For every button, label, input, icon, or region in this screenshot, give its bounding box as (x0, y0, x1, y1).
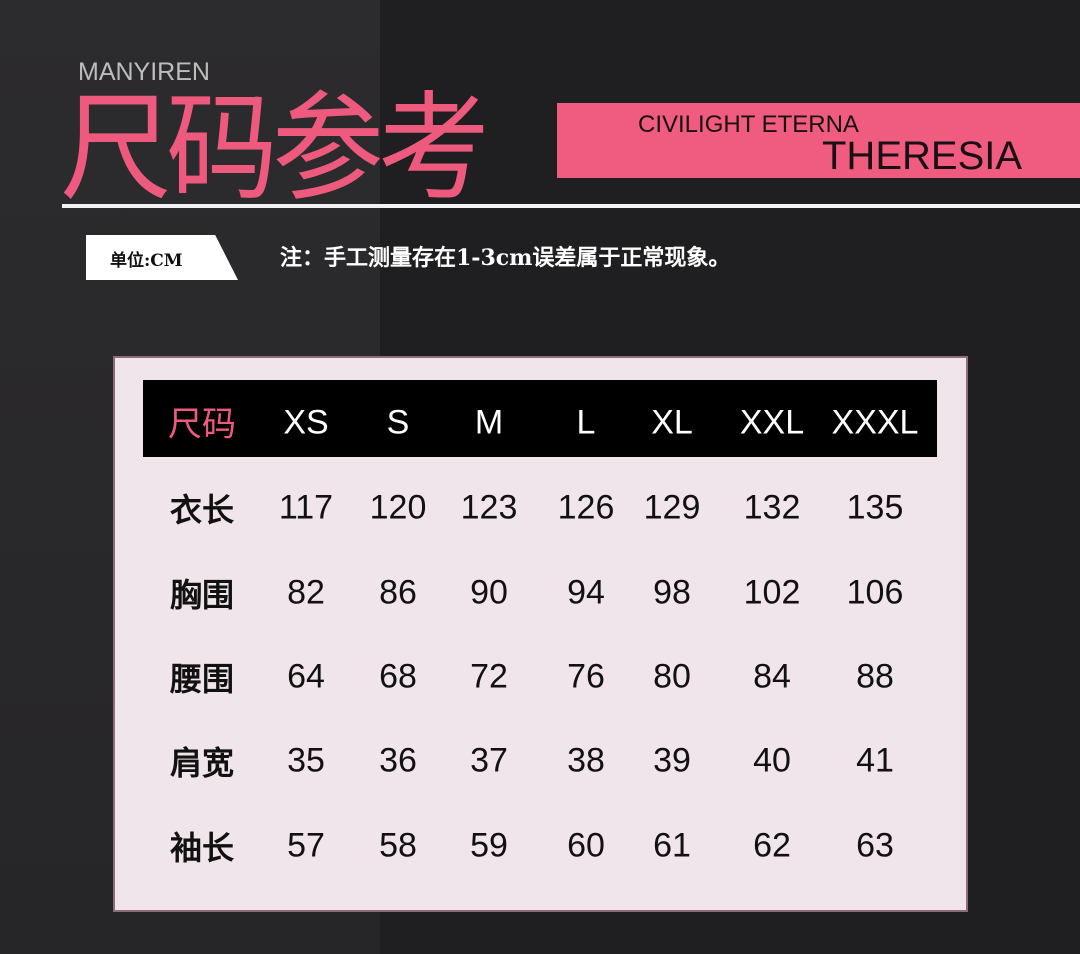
table-cell: 82 (287, 573, 325, 612)
measurement-row-label: 袖长 (169, 829, 235, 867)
table-cell: 102 (743, 573, 801, 612)
table-cell: 40 (753, 741, 791, 780)
table-cell: 72 (470, 657, 508, 696)
unit-label: 单位:CM (110, 251, 183, 271)
table-cell: 129 (643, 488, 701, 527)
size-table-header (143, 380, 937, 457)
table-cell: 38 (567, 741, 605, 780)
table-cell: 41 (856, 741, 894, 780)
size-header-label: 尺码 (168, 404, 236, 445)
measurement-row-label: 胸围 (169, 576, 235, 614)
measurement-row-label: 衣长 (169, 491, 235, 529)
table-cell: 94 (567, 573, 605, 612)
divider (62, 204, 1080, 208)
size-column-header: XXL (739, 403, 805, 442)
measurement-note: 注：手工测量存在1-3cm误差属于正常现象。 (280, 245, 731, 271)
table-cell: 132 (743, 488, 801, 527)
page-title: 尺码参考 (60, 80, 490, 218)
table-cell: 62 (753, 826, 791, 865)
table-cell: 61 (653, 826, 691, 865)
table-cell: 64 (287, 657, 325, 696)
product-banner (557, 103, 1080, 178)
measurement-row-label: 腰围 (169, 660, 235, 698)
table-cell: 68 (379, 657, 417, 696)
table-cell: 35 (287, 741, 325, 780)
size-column-header: M (474, 403, 504, 442)
table-cell: 39 (653, 741, 691, 780)
table-cell: 84 (753, 657, 791, 696)
table-cell: 90 (470, 573, 508, 612)
table-cell: 123 (460, 488, 518, 527)
table-cell: 98 (653, 573, 691, 612)
unit-badge: 单位:CM (86, 235, 238, 280)
table-cell: 37 (470, 741, 508, 780)
table-cell: 126 (557, 488, 615, 527)
table-cell: 63 (856, 826, 894, 865)
product-name: THERESIA (822, 134, 1023, 178)
size-column-header: XS (283, 403, 329, 442)
size-column-header: XL (651, 403, 693, 442)
table-cell: 76 (567, 657, 605, 696)
table-cell: 120 (369, 488, 427, 527)
table-cell: 135 (846, 488, 904, 527)
measurement-row-label: 肩宽 (169, 744, 235, 782)
table-cell: 106 (846, 573, 904, 612)
table-cell: 88 (856, 657, 894, 696)
table-cell: 117 (278, 488, 334, 527)
table-cell: 59 (470, 826, 508, 865)
table-cell: 86 (379, 573, 417, 612)
size-column-header: L (576, 403, 596, 442)
table-cell: 80 (653, 657, 691, 696)
size-column-header: XXXL (831, 403, 919, 442)
table-cell: 58 (379, 826, 417, 865)
collection-name: CIVILIGHT ETERNA (638, 111, 859, 138)
table-cell: 36 (379, 741, 417, 780)
table-cell: 57 (287, 826, 325, 865)
table-cell: 60 (567, 826, 605, 865)
brand-name: MANYIREN (78, 58, 210, 86)
size-column-header: S (386, 403, 410, 442)
